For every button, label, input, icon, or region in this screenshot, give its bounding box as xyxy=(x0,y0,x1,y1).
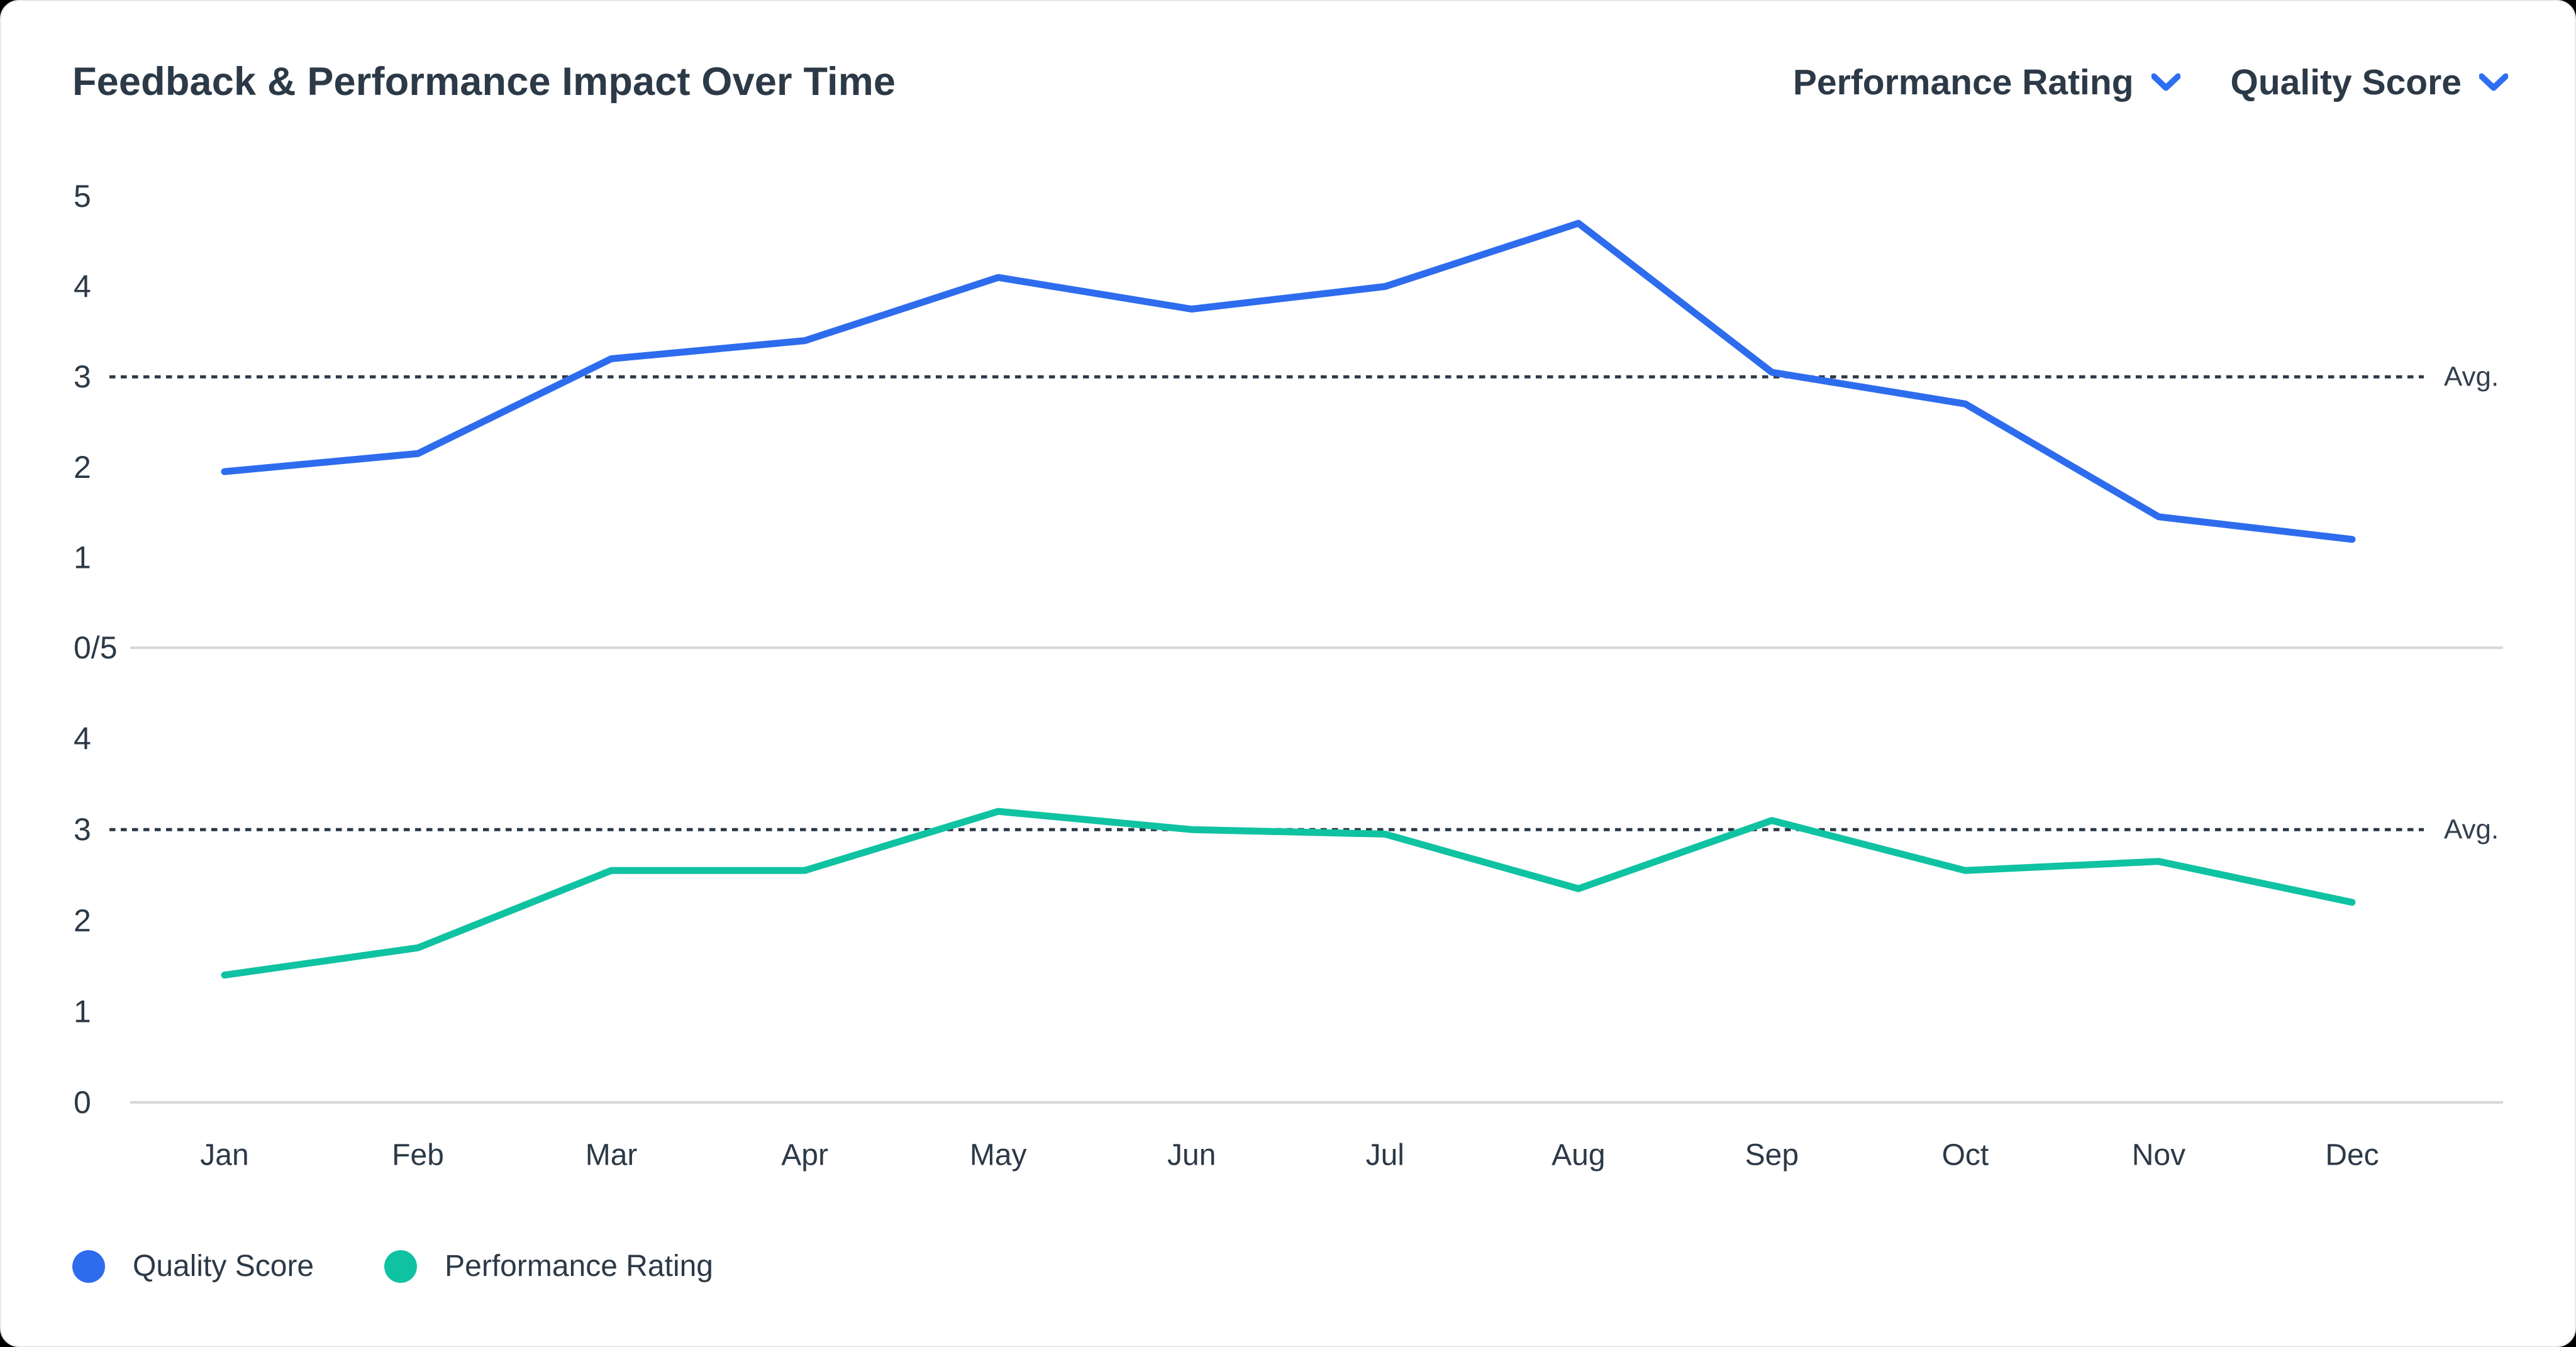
x-tick-label: Aug xyxy=(1552,1139,1605,1172)
x-tick-label: Mar xyxy=(586,1139,638,1172)
legend-label-performance-rating: Performance Rating xyxy=(445,1250,713,1283)
legend-label-quality-score: Quality Score xyxy=(133,1250,314,1283)
x-tick-label: May xyxy=(970,1139,1027,1172)
x-tick-label: Jul xyxy=(1366,1139,1404,1172)
y-tick-label: 5 xyxy=(74,179,91,214)
selector-performance-rating[interactable]: Performance Rating xyxy=(1793,62,2180,103)
y-tick-label: 3 xyxy=(74,359,91,394)
x-tick-label: Sep xyxy=(1745,1139,1799,1172)
y-tick-label: 1 xyxy=(74,994,91,1029)
y-tick-label: 3 xyxy=(74,812,91,847)
chart-legend: Quality Score Performance Rating xyxy=(72,1249,713,1283)
y-tick-label: 2 xyxy=(74,450,91,485)
x-tick-label: Feb xyxy=(392,1139,444,1172)
y-tick-label: 1 xyxy=(74,540,91,575)
y-tick-label: 0 xyxy=(74,1085,91,1120)
selector-performance-rating-label: Performance Rating xyxy=(1792,62,2134,103)
selector-quality-score-label: Quality Score xyxy=(2230,62,2462,103)
avg-label: Avg. xyxy=(2444,814,2499,845)
quality-score-dot-icon xyxy=(72,1250,105,1283)
x-tick-label: Oct xyxy=(1942,1139,1989,1172)
y-tick-label: 4 xyxy=(74,721,91,757)
legend-item-quality-score[interactable]: Quality Score xyxy=(72,1249,314,1283)
page-title: Feedback & Performance Impact Over Time xyxy=(72,60,896,104)
metric-selectors: Performance Rating Quality Score xyxy=(1793,62,2508,103)
legend-item-performance-rating[interactable]: Performance Rating xyxy=(384,1249,713,1283)
chevron-down-icon xyxy=(2151,73,2180,91)
y-tick-label: 2 xyxy=(74,903,91,938)
x-tick-label: Jun xyxy=(1167,1139,1216,1172)
quality-score-line xyxy=(221,219,2356,543)
avg-label: Avg. xyxy=(2444,362,2499,392)
y-tick-label: 0/5 xyxy=(74,630,118,665)
performance-rating-dot-icon xyxy=(384,1250,418,1283)
x-tick-label: Dec xyxy=(2325,1139,2379,1172)
y-tick-label: 4 xyxy=(74,269,91,304)
x-tick-label: Nov xyxy=(2132,1139,2185,1172)
selector-quality-score[interactable]: Quality Score xyxy=(2231,62,2508,103)
performance-rating-line xyxy=(221,807,2356,979)
x-tick-label: Jan xyxy=(200,1139,248,1172)
x-tick-label: Apr xyxy=(781,1139,828,1172)
chevron-down-icon xyxy=(2479,73,2508,91)
